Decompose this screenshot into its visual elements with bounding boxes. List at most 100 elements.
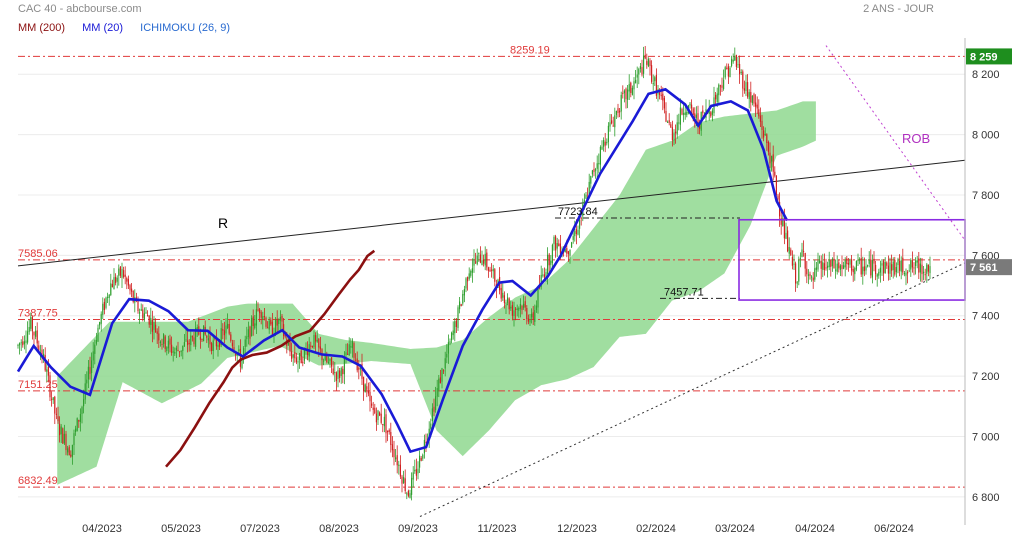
candle-body xyxy=(870,259,872,276)
candle-body xyxy=(929,266,931,274)
candle-body xyxy=(398,464,400,466)
candle-body xyxy=(25,340,27,344)
candle-body xyxy=(75,428,77,433)
candle-body xyxy=(727,66,729,77)
candle-body xyxy=(923,271,925,274)
candle-body xyxy=(299,353,301,361)
candle-body xyxy=(919,263,921,273)
candle-body xyxy=(334,372,336,374)
candle-body xyxy=(569,249,571,256)
candle-body xyxy=(419,455,421,468)
candle-body xyxy=(478,252,480,254)
candle-body xyxy=(766,134,768,143)
ma20-line xyxy=(16,87,789,454)
candle-body xyxy=(91,360,93,373)
candle-body xyxy=(532,312,534,320)
candle-body xyxy=(329,359,331,362)
candle-body xyxy=(860,257,862,275)
legend-ichimoku[interactable]: ICHIMOKU (26, 9) xyxy=(140,22,230,34)
candle-body xyxy=(158,333,160,341)
candle-body xyxy=(492,268,494,272)
candle-body xyxy=(404,478,406,491)
candle-body xyxy=(801,249,803,257)
candle-body xyxy=(476,255,478,265)
candle-body xyxy=(527,318,529,322)
candle-body xyxy=(151,319,153,332)
candle-body xyxy=(867,264,869,267)
candle-body xyxy=(921,264,923,275)
candle-body xyxy=(679,107,681,125)
candle-body xyxy=(524,301,526,308)
candle-body xyxy=(295,357,297,363)
candle-body xyxy=(38,345,40,351)
candle-body xyxy=(671,127,673,140)
candle-body xyxy=(556,243,558,249)
candle-body xyxy=(358,367,360,370)
candle-body xyxy=(627,89,629,100)
candle-body xyxy=(737,64,739,66)
legend-ma200[interactable]: MM (200) xyxy=(18,22,66,34)
y-tick-label: 7 800 xyxy=(972,190,1000,202)
candle-body xyxy=(614,115,616,128)
candle-body xyxy=(846,258,848,264)
candle-body xyxy=(436,388,438,397)
candle-body xyxy=(87,366,89,380)
candle-body xyxy=(913,267,915,269)
candle-body xyxy=(916,260,918,263)
candle-body xyxy=(531,313,533,318)
trend-lines xyxy=(17,45,966,517)
candle-body xyxy=(511,305,513,316)
candle-body xyxy=(217,344,219,347)
x-tick-label: 09/2023 xyxy=(398,523,438,535)
candle-body xyxy=(793,263,795,265)
candle-body xyxy=(366,386,368,390)
candle-body xyxy=(811,276,813,278)
candle-body xyxy=(425,441,427,443)
candle-body xyxy=(691,104,693,109)
candle-body xyxy=(513,310,515,317)
candle-body xyxy=(759,115,761,122)
candle-body xyxy=(745,82,747,92)
candle-body xyxy=(815,267,817,270)
candle-body xyxy=(723,79,725,90)
candle-body xyxy=(886,262,888,266)
candle-body xyxy=(479,254,481,263)
candle-body xyxy=(465,278,467,289)
price-tag-label: 8 259 xyxy=(970,51,998,63)
candle-body xyxy=(116,277,118,282)
candle-body xyxy=(519,304,521,309)
candle-body xyxy=(260,312,262,318)
y-tick-label: 7 000 xyxy=(972,432,1000,444)
candle-body xyxy=(823,263,825,271)
candle-body xyxy=(159,341,161,344)
candle-body xyxy=(19,343,21,346)
candle-body xyxy=(113,277,115,290)
candle-body xyxy=(609,122,611,127)
candle-body xyxy=(635,79,637,84)
candle-body xyxy=(710,112,712,117)
candle-body xyxy=(292,354,294,358)
candle-body xyxy=(636,74,638,78)
candle-body xyxy=(139,312,141,314)
y-tick-label: 7 400 xyxy=(972,311,1000,323)
candle-body xyxy=(451,332,453,341)
legend-ma20[interactable]: MM (20) xyxy=(82,22,124,34)
candle-body xyxy=(543,274,545,278)
candle-body xyxy=(667,121,669,123)
candle-body xyxy=(420,457,422,461)
candle-body xyxy=(719,85,721,87)
resistance-line-r xyxy=(17,159,966,267)
candle-body xyxy=(590,176,592,184)
candle-body xyxy=(435,396,437,411)
candle-body xyxy=(747,82,749,97)
candle-body xyxy=(799,258,801,260)
candle-body xyxy=(278,319,280,324)
candle-body xyxy=(894,259,896,275)
candle-body xyxy=(908,270,910,272)
candle-body xyxy=(564,248,566,253)
candle-body xyxy=(239,348,241,367)
candle-body xyxy=(462,293,464,304)
price-tag-label: 7 561 xyxy=(970,262,998,274)
